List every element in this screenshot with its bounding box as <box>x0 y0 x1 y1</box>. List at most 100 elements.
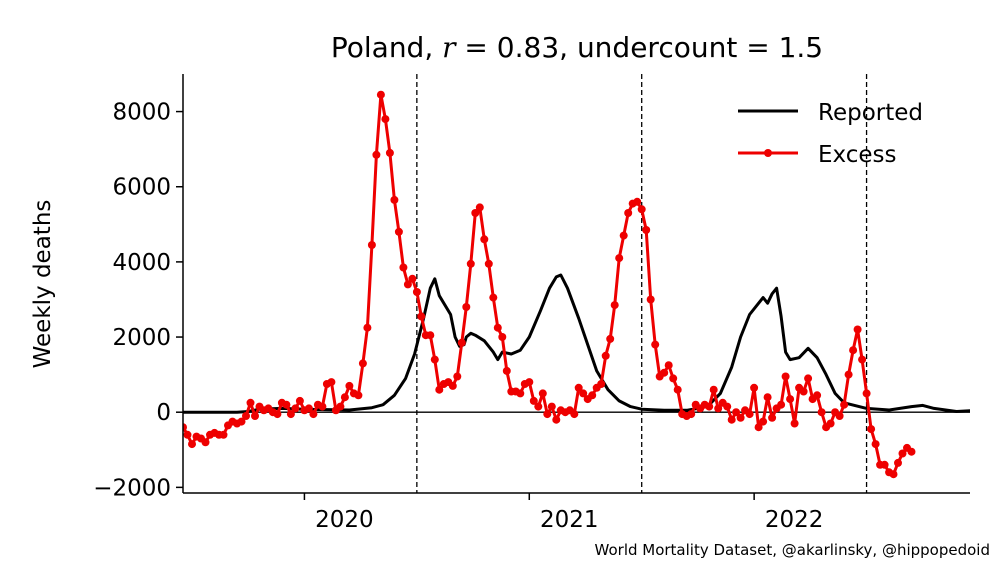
data-point <box>273 410 282 419</box>
data-point <box>637 205 646 214</box>
data-point <box>246 398 255 407</box>
data-point <box>849 346 858 355</box>
data-point <box>804 374 813 383</box>
data-point <box>817 408 826 417</box>
chart-title-r-value: = 0.83, undercount = 1.5 <box>456 31 824 64</box>
data-point <box>538 389 547 398</box>
data-point <box>826 419 835 428</box>
data-point <box>624 209 633 217</box>
data-point <box>606 334 615 343</box>
x-tick-label: 2020 <box>315 507 374 533</box>
legend-marker-excess <box>764 149 772 157</box>
data-point <box>705 402 714 411</box>
data-point <box>430 355 439 364</box>
data-point <box>394 227 403 236</box>
data-point <box>381 115 390 124</box>
data-point <box>669 374 678 383</box>
data-point <box>242 412 250 420</box>
x-tick-label: 2021 <box>540 507 599 533</box>
data-point <box>318 402 327 411</box>
data-point <box>552 415 561 424</box>
data-point <box>646 295 655 304</box>
data-point <box>471 209 480 217</box>
data-point <box>862 389 871 398</box>
data-point <box>534 402 543 411</box>
data-point <box>493 323 502 332</box>
data-point <box>336 402 345 411</box>
y-tick-label: −2000 <box>93 475 171 501</box>
data-point <box>853 325 862 334</box>
y-tick-label: 4000 <box>112 250 171 276</box>
data-point <box>799 387 808 396</box>
data-point <box>597 380 606 388</box>
data-point <box>907 447 916 456</box>
data-point <box>732 408 741 417</box>
data-point <box>354 391 363 400</box>
y-tick-label: 6000 <box>112 175 171 201</box>
data-point <box>786 395 795 404</box>
data-point <box>340 393 349 402</box>
data-point <box>840 400 849 409</box>
y-tick-label: 8000 <box>112 100 171 126</box>
data-point <box>781 372 790 381</box>
data-point <box>601 351 610 360</box>
data-point <box>759 417 768 426</box>
chart-title-r-symbol: r <box>442 31 457 64</box>
data-point <box>858 355 867 364</box>
data-point <box>376 90 385 99</box>
data-point <box>327 378 336 387</box>
data-point <box>835 412 844 420</box>
data-point <box>304 404 313 413</box>
data-point <box>484 259 493 268</box>
data-point <box>457 338 466 347</box>
data-point <box>480 235 489 244</box>
data-point <box>633 197 642 206</box>
data-point <box>251 412 259 420</box>
series-line-reported <box>183 273 970 414</box>
chart-title-prefix: Poland, <box>331 31 442 64</box>
data-point <box>345 381 354 390</box>
data-point <box>309 410 318 419</box>
data-point <box>619 231 628 240</box>
data-point <box>867 425 876 434</box>
data-point <box>543 410 552 419</box>
x-tick-label: 2022 <box>765 507 824 533</box>
data-point <box>183 423 187 432</box>
legend-label-excess: Excess <box>818 142 897 168</box>
legend-label-reported: Reported <box>818 100 923 126</box>
data-point <box>237 417 246 426</box>
plot-area: −2000 0 2000 4000 6000 8000 2020 2021 2022 <box>93 74 970 533</box>
data-point <box>745 410 754 419</box>
data-point <box>525 378 534 387</box>
data-point <box>651 340 660 349</box>
data-point <box>399 263 408 272</box>
series-reported <box>183 273 970 414</box>
y-tick-label: 0 <box>156 400 171 426</box>
data-point <box>448 381 457 390</box>
data-point <box>813 391 822 400</box>
data-point <box>736 413 745 422</box>
data-point <box>579 389 588 398</box>
data-point <box>709 385 718 394</box>
data-point <box>777 400 786 409</box>
data-point <box>183 430 192 439</box>
data-point <box>574 383 583 392</box>
data-point <box>372 150 381 159</box>
data-point <box>417 312 426 321</box>
legend: Reported Excess <box>738 100 923 168</box>
y-axis-label: Weekly deaths <box>30 200 56 369</box>
data-point <box>358 359 367 368</box>
data-point <box>385 148 394 157</box>
data-point <box>871 440 880 449</box>
data-point <box>408 274 417 283</box>
data-point <box>610 301 619 310</box>
data-point <box>570 410 579 419</box>
data-point <box>889 470 898 479</box>
data-point <box>642 226 651 234</box>
data-point <box>880 460 889 469</box>
data-point <box>462 303 471 311</box>
chart-title: Poland, r = 0.83, undercount = 1.5 <box>331 31 823 64</box>
data-point <box>547 402 556 411</box>
data-point <box>754 423 763 432</box>
